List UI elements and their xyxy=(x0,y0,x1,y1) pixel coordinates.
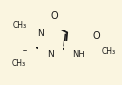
Text: O: O xyxy=(50,11,58,21)
Text: NH: NH xyxy=(72,50,85,59)
Text: CH₃: CH₃ xyxy=(13,21,27,30)
Text: O: O xyxy=(92,31,100,41)
Text: N: N xyxy=(47,50,54,59)
Text: CH₃: CH₃ xyxy=(102,47,116,56)
Text: CH₃: CH₃ xyxy=(12,59,26,68)
Text: S: S xyxy=(22,50,27,59)
Text: N: N xyxy=(37,29,43,38)
